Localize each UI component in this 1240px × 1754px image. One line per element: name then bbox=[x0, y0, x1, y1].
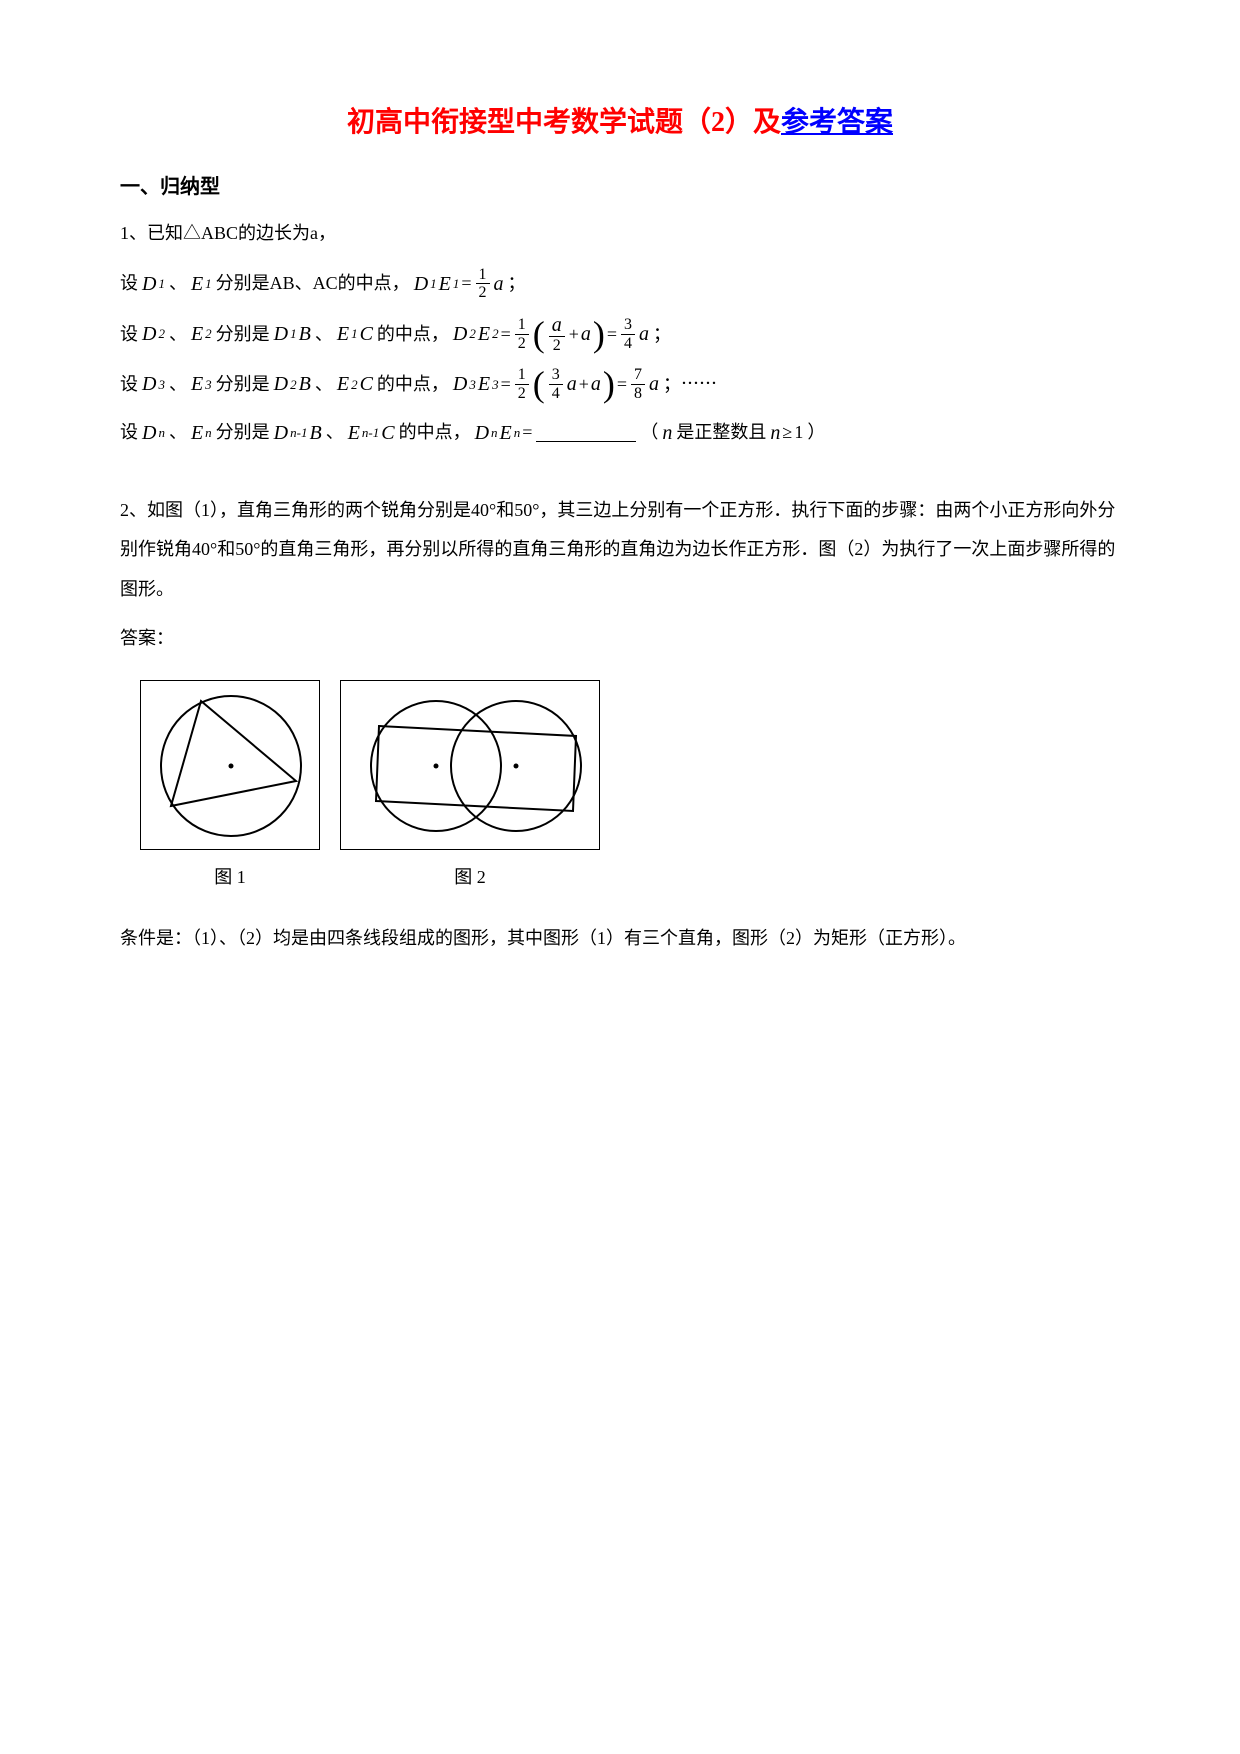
fraction-icon: 12 bbox=[515, 316, 529, 352]
fraction-icon: a2 bbox=[549, 314, 565, 355]
problem-2-text: 2、如图（1），直角三角形的两个锐角分别是40°和50°，其三边上分别有一个正方… bbox=[120, 491, 1120, 610]
n-ge-1: n≥1 bbox=[770, 415, 803, 451]
var-dn: Dn bbox=[142, 415, 165, 451]
prefix-text: 设 bbox=[120, 267, 138, 299]
var-e2c: E2C bbox=[337, 366, 373, 402]
problem-line-4: 设 Dn 、 En 分别是 Dn-1B 、 En-1C 的中点， DnEn = … bbox=[120, 415, 1120, 451]
mid-text: 分别是AB、AC的中点， bbox=[216, 267, 410, 299]
var-e2: E2 bbox=[191, 316, 212, 352]
problem-2: 2、如图（1），直角三角形的两个锐角分别是40°和50°，其三边上分别有一个正方… bbox=[120, 491, 1120, 959]
fraction-icon: 12 bbox=[515, 366, 529, 402]
n-cond-open: （ bbox=[640, 416, 658, 448]
var-en: En bbox=[191, 415, 212, 451]
fraction-icon: 34 bbox=[621, 316, 635, 352]
title-part1: 初高中衔接型中考数学试题（2）及 bbox=[347, 107, 781, 138]
blank-answer bbox=[536, 424, 636, 442]
figure-2: 图 2 bbox=[340, 680, 600, 889]
comma-text: ； bbox=[508, 267, 526, 299]
center-dot-2-icon bbox=[514, 764, 519, 769]
formula-4: DnEn = bbox=[475, 415, 533, 451]
page-title: 初高中衔接型中考数学试题（2）及参考答案 bbox=[120, 100, 1120, 140]
center-dot-1-icon bbox=[434, 764, 439, 769]
section-heading: 一、归纳型 bbox=[120, 170, 1120, 199]
answer-label: 答案： bbox=[120, 624, 1120, 650]
problem-1-intro: 1、已知△ABC的边长为a， bbox=[120, 214, 1120, 254]
sep-text: 、 bbox=[169, 267, 187, 299]
var-en1c: En-1C bbox=[348, 415, 395, 451]
fraction-icon: 34 bbox=[549, 366, 563, 402]
problem-2-body: 如图（1），直角三角形的两个锐角分别是40°和50°，其三边上分别有一个正方形．… bbox=[120, 500, 1115, 599]
figure-1-caption: 图 1 bbox=[140, 863, 320, 889]
figure-1-svg bbox=[140, 680, 320, 850]
paren-icon: ) bbox=[603, 370, 615, 399]
var-d1b: D1B bbox=[274, 316, 311, 352]
problem-line-3: 设 D3 、 E3 分别是 D2B 、 E2C 的中点， D3E3 = 12 (… bbox=[120, 366, 1120, 402]
var-d2: D2 bbox=[142, 316, 165, 352]
problem-number: 1、 bbox=[120, 223, 147, 243]
condition-text: 条件是：（1）、（2）均是由四条线段组成的图形，其中图形（1）有三个直角，图形（… bbox=[120, 919, 1120, 959]
problem-2-number: 2、 bbox=[120, 500, 147, 520]
problem-line-1: 设 D1 、 E1 分别是AB、AC的中点， D1E1 = 12 a ； bbox=[120, 266, 1120, 302]
title-part2: 参考答案 bbox=[781, 107, 893, 138]
var-d1: D1 bbox=[142, 266, 165, 302]
intro-text: 已知△ABC的边长为a， bbox=[147, 223, 336, 243]
fraction-icon: 78 bbox=[631, 366, 645, 402]
var-dn1b: Dn-1B bbox=[274, 415, 322, 451]
figure-1: 图 1 bbox=[140, 680, 320, 889]
triangle-icon bbox=[171, 701, 296, 806]
figure-2-svg bbox=[340, 680, 600, 850]
formula-1: D1E1 = 12 a bbox=[414, 266, 504, 302]
center-dot-icon bbox=[229, 764, 234, 769]
var-d2b: D2B bbox=[274, 366, 311, 402]
var-e3: E3 bbox=[191, 366, 212, 402]
fraction-icon: 12 bbox=[476, 266, 490, 302]
paren-icon: ( bbox=[533, 370, 545, 399]
formula-3: D3E3 = 12 ( 34 a + a ) = 78 a bbox=[453, 366, 659, 402]
figure-2-caption: 图 2 bbox=[340, 863, 600, 889]
var-e1c: E1C bbox=[337, 316, 373, 352]
formula-2: D2E2 = 12 ( a2 + a ) = 34 a bbox=[453, 314, 649, 355]
paren-icon: ) bbox=[593, 320, 605, 349]
var-e1: E1 bbox=[191, 266, 212, 302]
paren-icon: ( bbox=[533, 320, 545, 349]
figures-row: 图 1 图 2 bbox=[140, 680, 1120, 889]
problem-line-2: 设 D2 、 E2 分别是 D1B 、 E1C 的中点， D2E2 = 12 (… bbox=[120, 314, 1120, 355]
var-d3: D3 bbox=[142, 366, 165, 402]
rect-icon bbox=[376, 726, 576, 811]
